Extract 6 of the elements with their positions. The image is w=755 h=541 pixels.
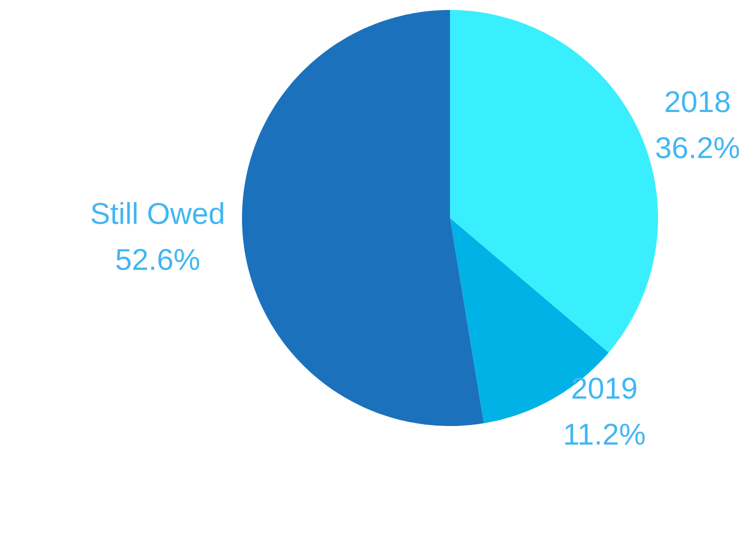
- data-label: 52.6%: [116, 248, 200, 270]
- slice-label: Still Owed: [92, 202, 224, 224]
- slice-label: 2018: [666, 91, 730, 112]
- slice-label: 2019: [572, 378, 636, 399]
- data-label: 11.2%: [565, 424, 645, 445]
- data-label: 36.2%: [656, 137, 739, 158]
